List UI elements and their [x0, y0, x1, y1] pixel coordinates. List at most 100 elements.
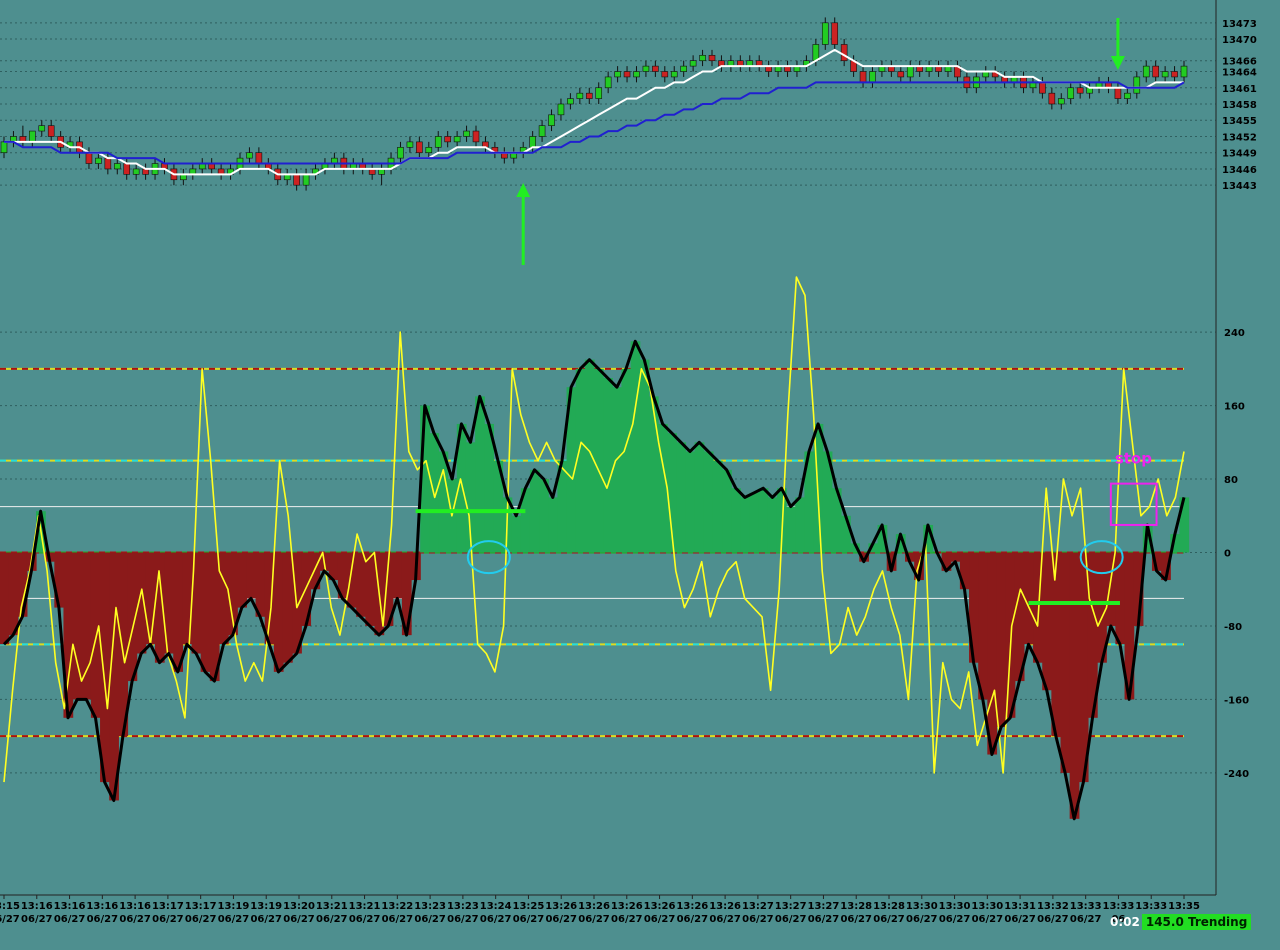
- histogram-bar: [154, 552, 165, 663]
- date-label: 06/27: [54, 914, 86, 925]
- histogram-bar: [612, 387, 623, 553]
- candle-down: [652, 65, 659, 72]
- price-tick-label: 13452: [1222, 132, 1257, 143]
- histogram-bar: [1051, 552, 1062, 737]
- osc-tick-label: 0: [1224, 549, 1231, 560]
- histogram-bar: [475, 396, 485, 553]
- histogram-bar: [658, 423, 668, 553]
- histogram-bar: [511, 515, 522, 553]
- time-label: 13:26: [578, 901, 610, 912]
- date-label: 06/27: [578, 914, 610, 925]
- candle-up: [434, 136, 442, 148]
- candle-up: [576, 92, 584, 99]
- candle-up: [406, 141, 414, 148]
- date-label: 06/27: [382, 914, 414, 925]
- candle-down: [1152, 65, 1159, 78]
- histogram-bar: [520, 488, 531, 553]
- candle-up: [1180, 65, 1188, 78]
- histogram-bar: [1151, 552, 1162, 571]
- histogram-bar: [209, 552, 220, 682]
- histogram-bar: [694, 442, 705, 553]
- histogram-bar: [630, 341, 641, 553]
- candle-up: [0, 141, 8, 154]
- price-axis: 13443 13446 13449 13452 13455 13458 13461 13464…: [1222, 19, 1257, 192]
- signal-circle: [1079, 540, 1124, 575]
- histogram-bar: [1033, 552, 1043, 663]
- time-label: 13:20: [283, 901, 315, 912]
- histogram-bar: [173, 552, 183, 672]
- candle-up: [1067, 87, 1075, 99]
- date-label: 06/27: [939, 914, 971, 925]
- date-label: 06/27: [316, 914, 348, 925]
- histogram-bar: [566, 387, 577, 553]
- date-label: 06/27: [152, 914, 184, 925]
- time-label: 13:17: [152, 901, 184, 912]
- time-label: 13:21: [316, 901, 348, 912]
- histogram-bar: [667, 433, 677, 553]
- histogram-bar: [1069, 552, 1080, 819]
- histogram-bar: [420, 405, 430, 553]
- histogram-bar: [264, 552, 275, 645]
- histogram-bar: [63, 552, 74, 718]
- time-label: 13:26: [709, 901, 741, 912]
- time-label: 13:26: [545, 901, 577, 912]
- histogram-bar: [758, 488, 769, 553]
- candle-up: [1161, 71, 1169, 78]
- time-label: 13:27: [808, 901, 840, 912]
- time-label: 13:24: [480, 901, 512, 912]
- time-label: 13:16: [119, 901, 151, 912]
- time-label: 13:21: [349, 901, 381, 912]
- histogram-bar: [722, 469, 732, 553]
- histogram-bar: [1179, 497, 1190, 553]
- histogram-bar: [1161, 552, 1171, 581]
- candle-down: [623, 71, 631, 78]
- price-tick-label: 13458: [1222, 100, 1257, 111]
- time-label: 13:33: [1103, 901, 1135, 912]
- histogram-bar: [877, 524, 888, 553]
- histogram-bar: [465, 442, 476, 553]
- candle-up: [670, 71, 678, 78]
- histogram-bar: [575, 368, 586, 553]
- histogram-bar: [109, 552, 119, 801]
- histogram-bar: [337, 552, 348, 599]
- histogram-bar: [594, 368, 604, 553]
- histogram-bar: [905, 552, 915, 562]
- date-label: 06/27: [513, 914, 545, 925]
- candle-up: [425, 146, 433, 154]
- histogram-bar: [246, 552, 257, 599]
- candle-up: [38, 125, 46, 132]
- stop-label: stop: [1115, 450, 1152, 468]
- date-label: 06/27: [119, 914, 151, 925]
- histogram-bar: [941, 552, 952, 571]
- candle-up: [906, 65, 914, 78]
- candle-up: [604, 76, 612, 89]
- status-bar: 0:02 145.0 Trending: [1110, 912, 1252, 932]
- histogram-bar: [850, 543, 860, 553]
- candle-up: [132, 168, 140, 175]
- date-label: 06: [1111, 914, 1125, 925]
- candle-up: [699, 54, 706, 62]
- histogram-bar: [822, 451, 833, 553]
- price-tick-label: 13466: [1222, 57, 1257, 68]
- candle-up: [529, 136, 536, 148]
- buy-arrow-icon: [516, 183, 531, 197]
- time-label: 13:28: [840, 901, 872, 912]
- histogram-bar: [703, 451, 714, 553]
- time-label: 13:16: [54, 901, 86, 912]
- histogram-bar: [392, 552, 403, 599]
- histogram-bar: [804, 451, 815, 553]
- histogram-bar: [987, 552, 998, 755]
- candle-up: [1142, 65, 1150, 78]
- date-label: 06/27: [283, 914, 315, 925]
- histogram-bar: [282, 552, 293, 663]
- histogram-bar: [731, 488, 741, 553]
- candle-down: [1171, 71, 1178, 78]
- price-ma-slow-line: [4, 81, 1185, 165]
- candle-down: [104, 157, 112, 170]
- date-label: 06/27: [349, 914, 381, 925]
- time-label: 13:26: [676, 901, 708, 912]
- candle-down: [255, 152, 263, 164]
- date-label: 06/27: [87, 914, 119, 925]
- histogram-bar: [548, 497, 559, 553]
- date-label: 06/27: [972, 914, 1004, 925]
